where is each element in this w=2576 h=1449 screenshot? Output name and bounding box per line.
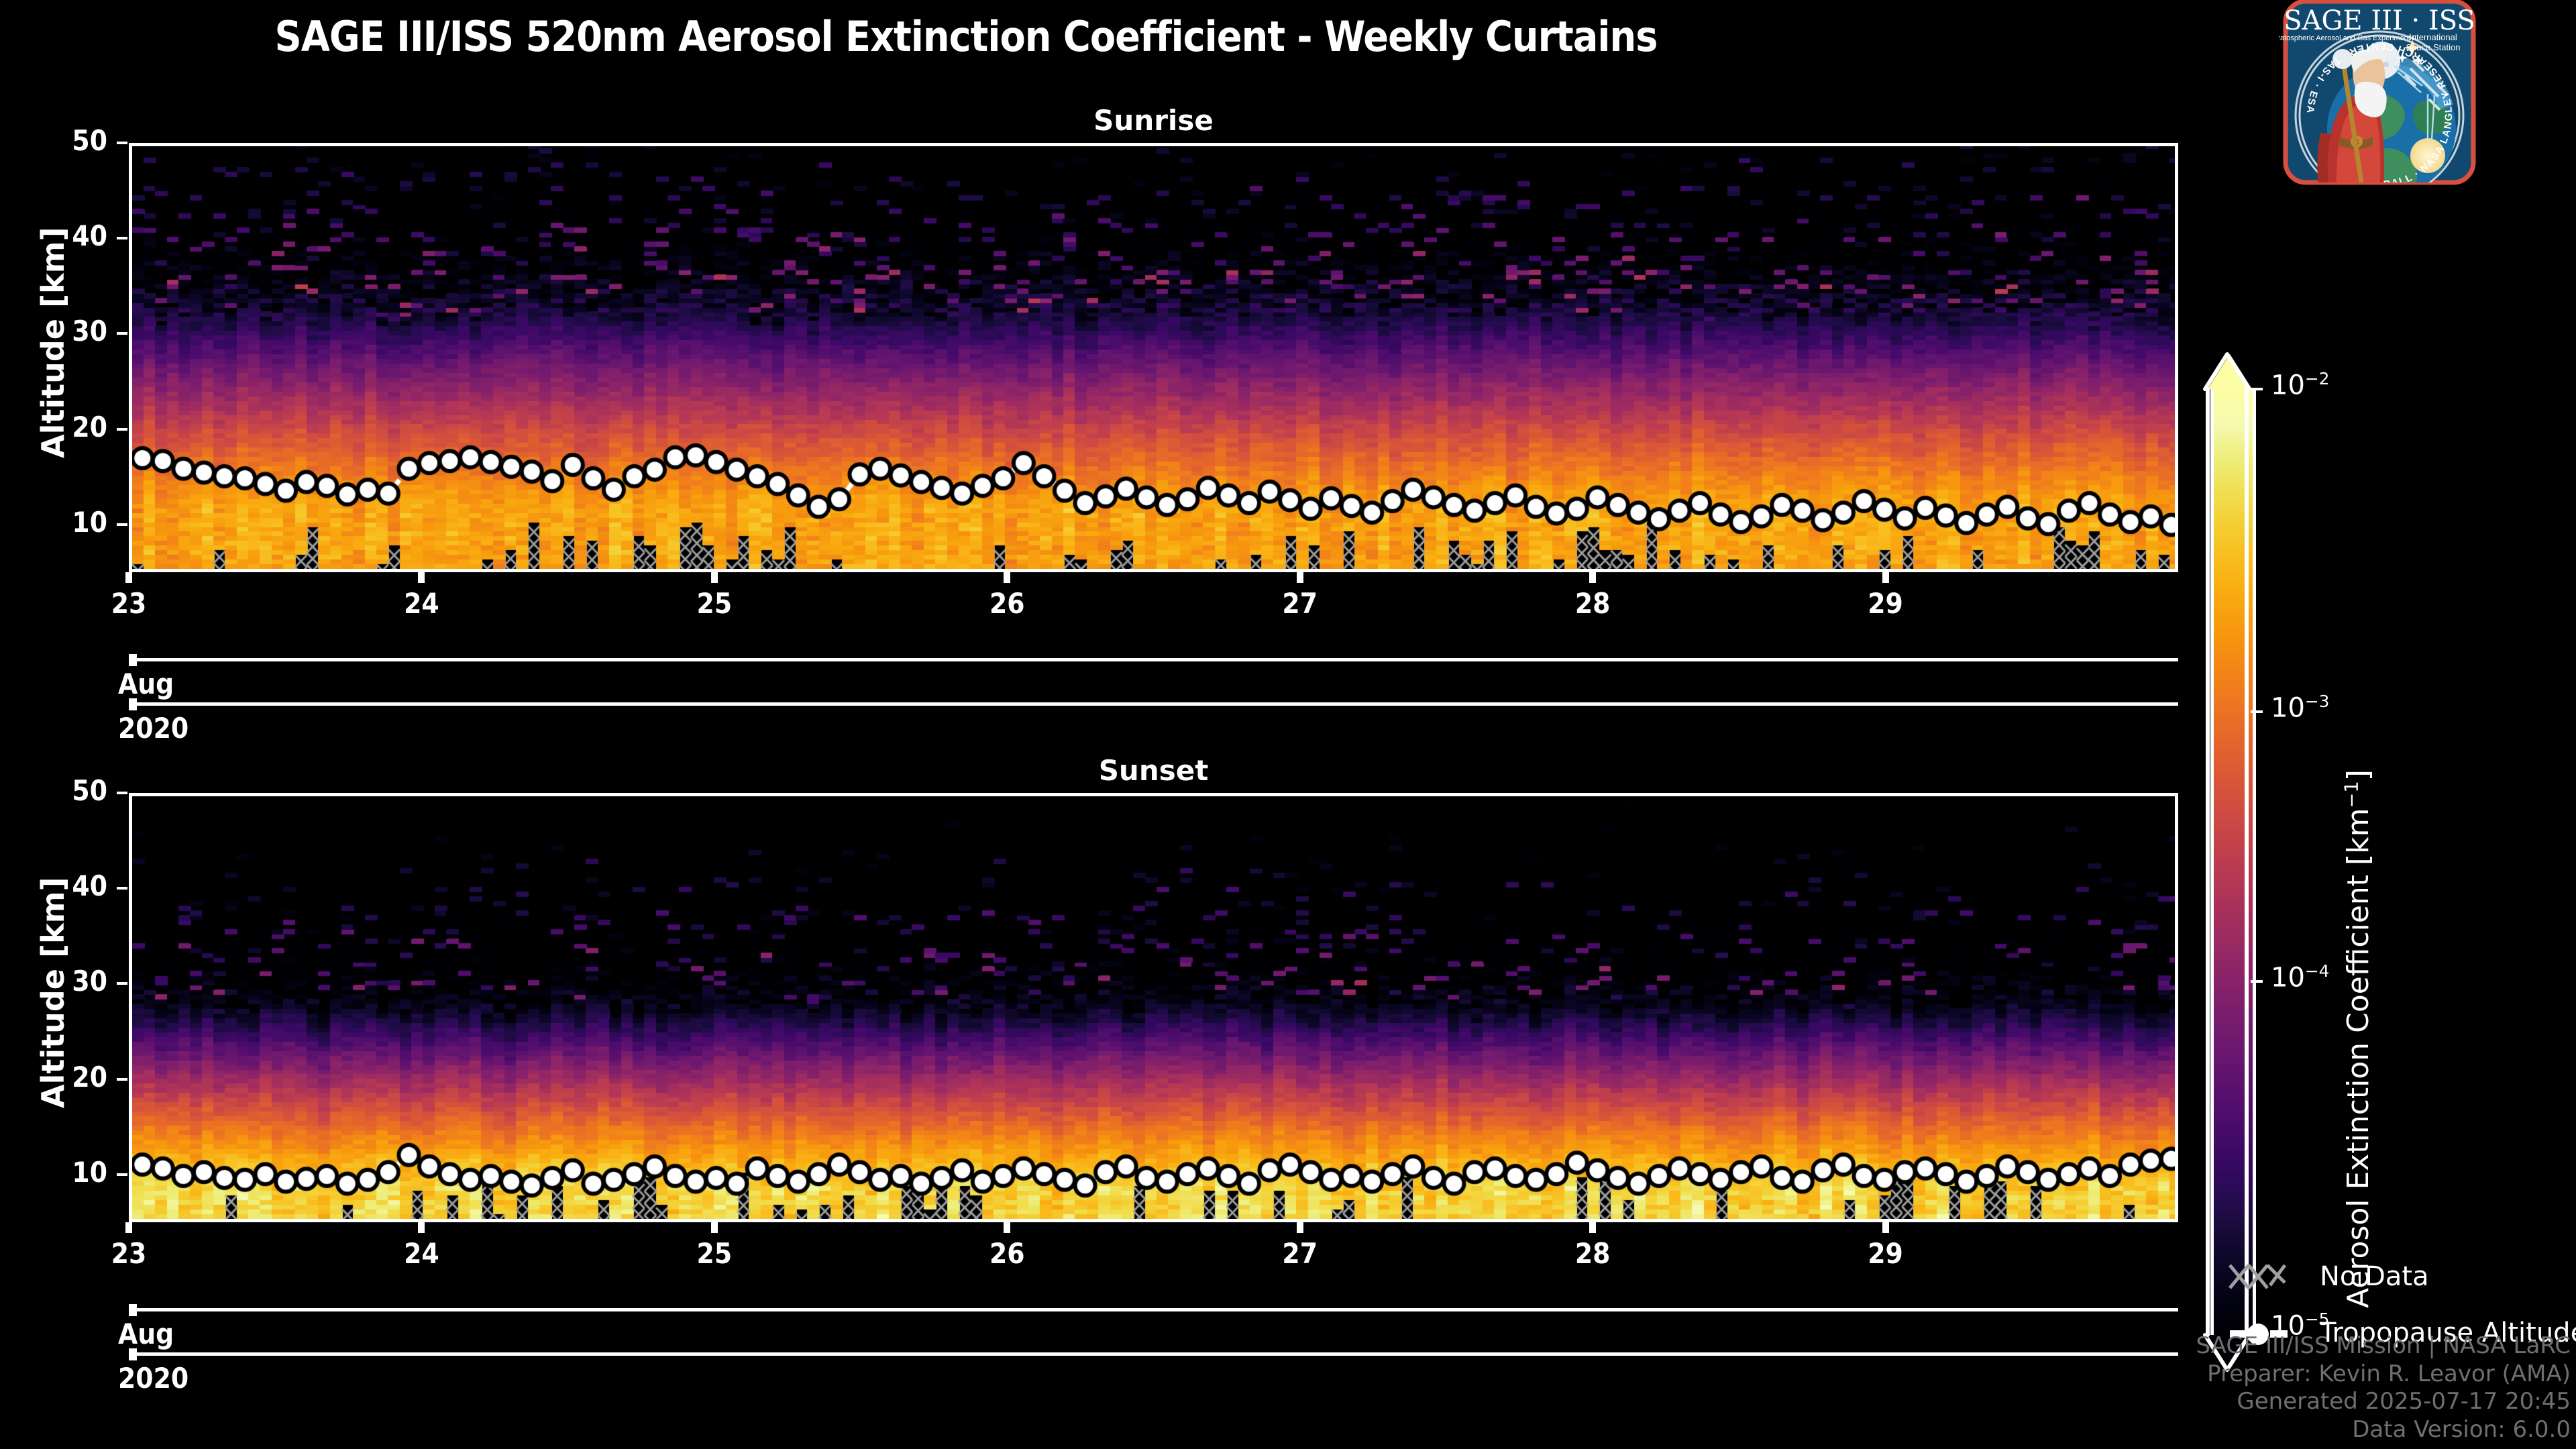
x-tick-mark-sunset-24 — [418, 1222, 425, 1233]
x-tick-label-sunrise-23: 23 — [111, 587, 147, 620]
colorbar-gradient[interactable] — [2210, 389, 2256, 1335]
x-level-cap-sunset-1 — [129, 1348, 137, 1360]
logo-title: SAGE III · ISS — [2284, 5, 2475, 36]
y-tick-mark-sunset-50 — [117, 792, 127, 794]
tropopause-overlay-sunrise — [132, 146, 2175, 569]
hatch-cross-icon — [2229, 1264, 2287, 1289]
y-tick-label-sunrise-20: 20 — [72, 410, 107, 443]
y-tick-label-sunrise-40: 40 — [72, 219, 107, 253]
legend-label-tropopause: Tropopause Altitude — [2320, 1318, 2576, 1348]
x-tick-label-sunrise-26: 26 — [989, 587, 1025, 620]
x-tick-label-sunset-29: 29 — [1868, 1237, 1903, 1270]
sage-iii-iss-mission-logo-icon: S BALL · NASA LANGLEY RESEARCH CENTER · … — [2271, 0, 2480, 203]
x-tick-label-sunset-23: 23 — [111, 1237, 147, 1270]
y-tick-mark-sunset-40 — [117, 887, 127, 890]
y-tick-mark-sunrise-30 — [117, 332, 127, 335]
y-tick-mark-sunrise-40 — [117, 237, 127, 240]
tropopause-overlay-sunset — [132, 796, 2175, 1219]
colorbar-extend-top-icon — [2208, 354, 2252, 389]
x-level-line-sunrise-0 — [129, 658, 2178, 661]
colorbar-tick-mark-0 — [2251, 388, 2263, 390]
legend-item-tropopause: Tropopause Altitude — [2229, 1312, 2576, 1356]
x-level-cap-sunrise-0 — [129, 654, 137, 666]
panel-title-sunrise: Sunrise — [1093, 104, 1214, 137]
x-tick-label-sunset-27: 27 — [1282, 1237, 1318, 1270]
footer-line-generated: Generated 2025-07-17 20:45 — [2237, 1388, 2571, 1415]
footer-credits: SAGE III/ISS Mission | NASA LaRC Prepare… — [2034, 1332, 2571, 1444]
y-tick-label-sunset-50: 50 — [72, 774, 107, 807]
x-tick-mark-sunrise-27 — [1296, 572, 1303, 583]
footer-line-preparer: Preparer: Kevin R. Leavor (AMA) — [2207, 1360, 2571, 1387]
logo-subtitle-right-2: Space Station — [2406, 42, 2461, 52]
y-tick-mark-sunrise-10 — [117, 523, 127, 526]
logo-svg: S BALL · NASA LANGLEY RESEARCH CENTER · … — [2271, 0, 2476, 185]
x-level-label-sunrise-1: 2020 — [118, 712, 189, 745]
x-level-line-sunset-0 — [129, 1308, 2178, 1311]
x-level-line-sunrise-1 — [129, 702, 2178, 706]
x-tick-mark-sunrise-23 — [125, 572, 132, 583]
y-tick-mark-sunset-10 — [117, 1173, 127, 1176]
x-tick-label-sunrise-24: 24 — [404, 587, 439, 620]
x-tick-label-sunset-26: 26 — [989, 1237, 1025, 1270]
footer-line-mission: SAGE III/ISS Mission | NASA LaRC — [2196, 1332, 2571, 1360]
x-tick-mark-sunset-26 — [1004, 1222, 1011, 1233]
colorbar-tick-label-2: 10−4 — [2271, 961, 2330, 994]
x-tick-mark-sunrise-26 — [1004, 572, 1011, 583]
x-tick-label-sunset-25: 25 — [696, 1237, 733, 1270]
x-level-cap-sunset-0 — [129, 1304, 137, 1316]
legend-item-no-data: No Data — [2229, 1256, 2564, 1300]
plot-area-sunrise[interactable] — [129, 143, 2178, 572]
colorbar-tick-mark-2 — [2251, 980, 2263, 983]
x-level-label-sunset-1: 2020 — [118, 1362, 189, 1395]
panel-title-sunset: Sunset — [1098, 754, 1209, 787]
x-tick-mark-sunset-25 — [710, 1222, 718, 1233]
y-tick-label-sunset-10: 10 — [72, 1155, 107, 1189]
plot-area-sunset[interactable] — [129, 793, 2178, 1222]
colorbar-tick-mark-1 — [2251, 710, 2263, 714]
x-tick-mark-sunset-28 — [1589, 1222, 1597, 1233]
x-level-label-sunrise-0: Aug — [118, 667, 174, 700]
panel-sunset: Sunset — [129, 754, 2178, 1222]
y-tick-label-sunrise-50: 50 — [72, 124, 107, 157]
x-tick-label-sunset-24: 24 — [404, 1237, 439, 1270]
x-tick-label-sunrise-25: 25 — [696, 587, 733, 620]
y-tick-mark-sunrise-20 — [117, 427, 127, 431]
y-tick-mark-sunset-20 — [117, 1077, 127, 1081]
x-level-cap-sunrise-1 — [129, 698, 137, 710]
x-tick-mark-sunset-29 — [1882, 1222, 1889, 1233]
colorbar-tick-label-1: 10−3 — [2271, 692, 2330, 724]
x-tick-label-sunset-28: 28 — [1574, 1237, 1611, 1270]
legend-label-no-data: No Data — [2320, 1261, 2429, 1292]
panel-sunrise: Sunrise — [129, 104, 2178, 572]
y-tick-label-sunset-20: 20 — [72, 1060, 107, 1093]
x-level-line-sunset-1 — [129, 1352, 2178, 1356]
x-tick-mark-sunrise-25 — [710, 572, 718, 583]
page-title: SAGE III/ISS 520nm Aerosol Extinction Co… — [274, 12, 1658, 61]
x-tick-mark-sunset-23 — [125, 1222, 132, 1233]
x-tick-label-sunrise-29: 29 — [1868, 587, 1903, 620]
y-tick-label-sunset-40: 40 — [72, 869, 107, 903]
x-tick-label-sunrise-27: 27 — [1282, 587, 1318, 620]
dashed-circle-marker-icon — [2230, 1324, 2288, 1345]
x-level-label-sunset-0: Aug — [118, 1318, 174, 1350]
footer-line-version: Data Version: 6.0.0 — [2352, 1415, 2571, 1443]
x-tick-mark-sunset-27 — [1296, 1222, 1303, 1233]
colorbar-tick-label-3: 10−5 — [2271, 1309, 2330, 1341]
x-tick-label-sunrise-28: 28 — [1574, 587, 1611, 620]
x-tick-mark-sunrise-28 — [1589, 572, 1597, 583]
x-tick-mark-sunrise-24 — [418, 572, 425, 583]
x-tick-mark-sunrise-29 — [1882, 572, 1889, 583]
logo-subtitle-left: Stratospheric Aerosol and Gas Experiment… — [2279, 34, 2418, 42]
y-tick-mark-sunset-30 — [117, 982, 127, 985]
colorbar-title: Aerosol Extinction Coefficient [km−1] — [2341, 769, 2375, 1308]
colorbar-tick-label-0: 10−2 — [2271, 369, 2330, 401]
y-tick-mark-sunrise-50 — [117, 142, 127, 144]
y-tick-label-sunrise-30: 30 — [72, 315, 107, 348]
y-tick-label-sunset-30: 30 — [72, 965, 107, 998]
y-tick-label-sunrise-10: 10 — [72, 505, 107, 539]
legend: No Data Tropopause Altitude — [2229, 1256, 2576, 1356]
logo-subtitle-right-1: International — [2409, 32, 2457, 42]
